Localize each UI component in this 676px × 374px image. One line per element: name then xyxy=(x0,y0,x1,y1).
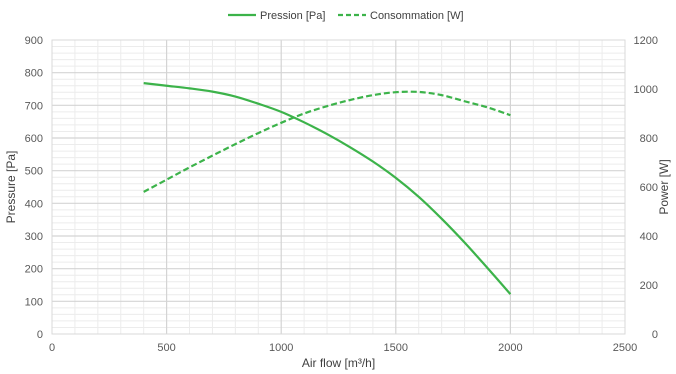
x-tick-label: 2000 xyxy=(498,342,522,354)
series-lines xyxy=(143,82,512,295)
legend: Pression [Pa] Consommation [W] xyxy=(228,10,464,22)
major-gridlines xyxy=(52,40,625,334)
y2-tick-label: 1200 xyxy=(634,35,658,47)
right-y-axis-title: Power [W] xyxy=(657,159,671,214)
y-tick-label: 500 xyxy=(25,166,43,178)
right-y-axis-tick-labels: 0 200 400 600 800 1000 1200 xyxy=(634,35,658,341)
y-tick-label: 100 xyxy=(25,296,43,308)
y-tick-label: 700 xyxy=(25,100,43,112)
y-tick-label: 200 xyxy=(25,264,43,276)
series-line-1 xyxy=(143,90,511,193)
x-axis-title: Air flow [m³/h] xyxy=(302,356,375,370)
y-tick-label: 800 xyxy=(25,68,43,80)
y-tick-label: 0 xyxy=(37,329,43,341)
left-y-axis-tick-labels: 0 100 200 300 400 500 600 700 800 900 xyxy=(25,35,43,341)
legend-label-consommation: Consommation [W] xyxy=(370,10,464,22)
minor-gridlines xyxy=(52,40,625,334)
x-tick-label: 500 xyxy=(157,342,175,354)
y-tick-label: 400 xyxy=(25,198,43,210)
plot-area-border xyxy=(51,39,626,335)
y2-tick-label: 400 xyxy=(640,231,658,243)
y-tick-label: 600 xyxy=(25,133,43,145)
x-tick-label: 1000 xyxy=(269,342,293,354)
y2-tick-label: 0 xyxy=(652,329,658,341)
x-tick-label: 1500 xyxy=(384,342,408,354)
x-tick-label: 0 xyxy=(49,342,55,354)
y2-tick-label: 200 xyxy=(640,280,658,292)
legend-label-pression: Pression [Pa] xyxy=(260,10,325,22)
y2-tick-label: 800 xyxy=(640,133,658,145)
y2-tick-label: 600 xyxy=(640,182,658,194)
x-tick-label: 2500 xyxy=(613,342,637,354)
left-y-axis-title: Pressure [Pa] xyxy=(4,151,18,224)
y-tick-label: 300 xyxy=(25,231,43,243)
x-axis-tick-labels: 0 500 1000 1500 2000 2500 xyxy=(49,342,637,354)
y-tick-label: 900 xyxy=(25,35,43,47)
y2-tick-label: 1000 xyxy=(634,84,658,96)
series-line-0 xyxy=(143,82,512,295)
